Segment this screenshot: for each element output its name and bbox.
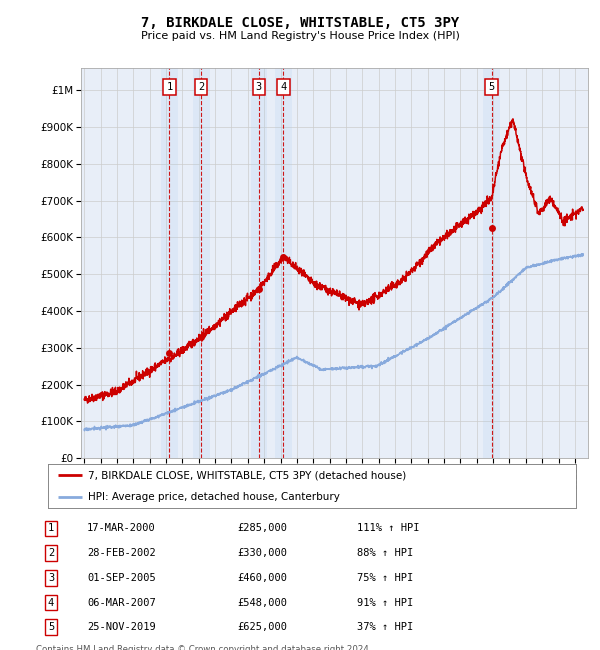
Bar <box>275 68 292 458</box>
Text: 5: 5 <box>488 82 494 92</box>
Text: Price paid vs. HM Land Registry's House Price Index (HPI): Price paid vs. HM Land Registry's House … <box>140 31 460 41</box>
Text: 17-MAR-2000: 17-MAR-2000 <box>87 523 156 534</box>
Text: 7, BIRKDALE CLOSE, WHITSTABLE, CT5 3PY (detached house): 7, BIRKDALE CLOSE, WHITSTABLE, CT5 3PY (… <box>88 470 406 480</box>
Text: 75% ↑ HPI: 75% ↑ HPI <box>357 573 413 583</box>
Text: 5: 5 <box>48 622 54 632</box>
Text: £625,000: £625,000 <box>237 622 287 632</box>
Text: £285,000: £285,000 <box>237 523 287 534</box>
Text: 4: 4 <box>48 597 54 608</box>
Text: 37% ↑ HPI: 37% ↑ HPI <box>357 622 413 632</box>
Text: 01-SEP-2005: 01-SEP-2005 <box>87 573 156 583</box>
Text: 91% ↑ HPI: 91% ↑ HPI <box>357 597 413 608</box>
Text: Contains HM Land Registry data © Crown copyright and database right 2024.: Contains HM Land Registry data © Crown c… <box>36 645 371 650</box>
Bar <box>251 68 267 458</box>
Text: HPI: Average price, detached house, Canterbury: HPI: Average price, detached house, Cant… <box>88 492 340 502</box>
Text: 3: 3 <box>48 573 54 583</box>
Text: 111% ↑ HPI: 111% ↑ HPI <box>357 523 419 534</box>
Text: 06-MAR-2007: 06-MAR-2007 <box>87 597 156 608</box>
Text: 1: 1 <box>166 82 173 92</box>
Text: 7, BIRKDALE CLOSE, WHITSTABLE, CT5 3PY: 7, BIRKDALE CLOSE, WHITSTABLE, CT5 3PY <box>141 16 459 31</box>
Text: 2: 2 <box>198 82 205 92</box>
Bar <box>484 68 500 458</box>
Text: £330,000: £330,000 <box>237 548 287 558</box>
Text: 1: 1 <box>48 523 54 534</box>
Text: 88% ↑ HPI: 88% ↑ HPI <box>357 548 413 558</box>
Text: 3: 3 <box>256 82 262 92</box>
Bar <box>161 68 178 458</box>
Text: 2: 2 <box>48 548 54 558</box>
Text: £460,000: £460,000 <box>237 573 287 583</box>
Text: 4: 4 <box>280 82 287 92</box>
Text: 25-NOV-2019: 25-NOV-2019 <box>87 622 156 632</box>
Text: 28-FEB-2002: 28-FEB-2002 <box>87 548 156 558</box>
Bar <box>193 68 209 458</box>
Text: £548,000: £548,000 <box>237 597 287 608</box>
